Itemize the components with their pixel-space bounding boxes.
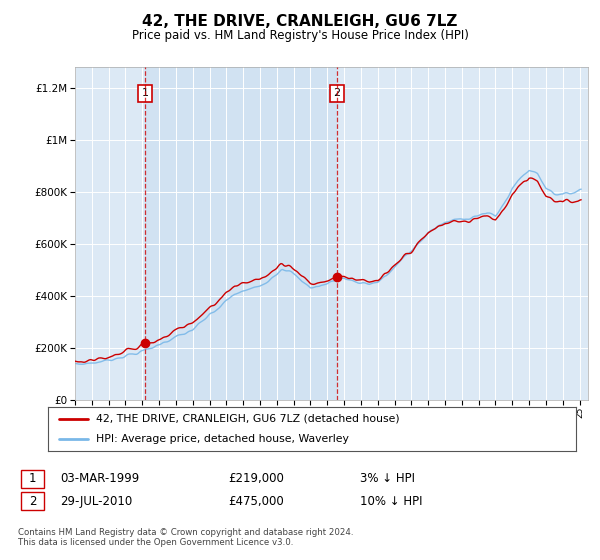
Text: 2: 2 <box>29 494 36 508</box>
Text: £475,000: £475,000 <box>228 494 284 508</box>
Text: 1: 1 <box>142 88 149 98</box>
Text: 3% ↓ HPI: 3% ↓ HPI <box>360 472 415 486</box>
Text: 10% ↓ HPI: 10% ↓ HPI <box>360 494 422 508</box>
Bar <box>145 67 337 400</box>
Text: Price paid vs. HM Land Registry's House Price Index (HPI): Price paid vs. HM Land Registry's House … <box>131 29 469 42</box>
Text: HPI: Average price, detached house, Waverley: HPI: Average price, detached house, Wave… <box>95 434 349 444</box>
Text: 42, THE DRIVE, CRANLEIGH, GU6 7LZ (detached house): 42, THE DRIVE, CRANLEIGH, GU6 7LZ (detac… <box>95 414 399 424</box>
Text: 2: 2 <box>334 88 341 98</box>
Text: 1: 1 <box>29 472 36 486</box>
Text: 03-MAR-1999: 03-MAR-1999 <box>60 472 139 486</box>
Text: 29-JUL-2010: 29-JUL-2010 <box>60 494 132 508</box>
Text: £219,000: £219,000 <box>228 472 284 486</box>
Text: 42, THE DRIVE, CRANLEIGH, GU6 7LZ: 42, THE DRIVE, CRANLEIGH, GU6 7LZ <box>142 14 458 29</box>
Text: Contains HM Land Registry data © Crown copyright and database right 2024.
This d: Contains HM Land Registry data © Crown c… <box>18 528 353 547</box>
